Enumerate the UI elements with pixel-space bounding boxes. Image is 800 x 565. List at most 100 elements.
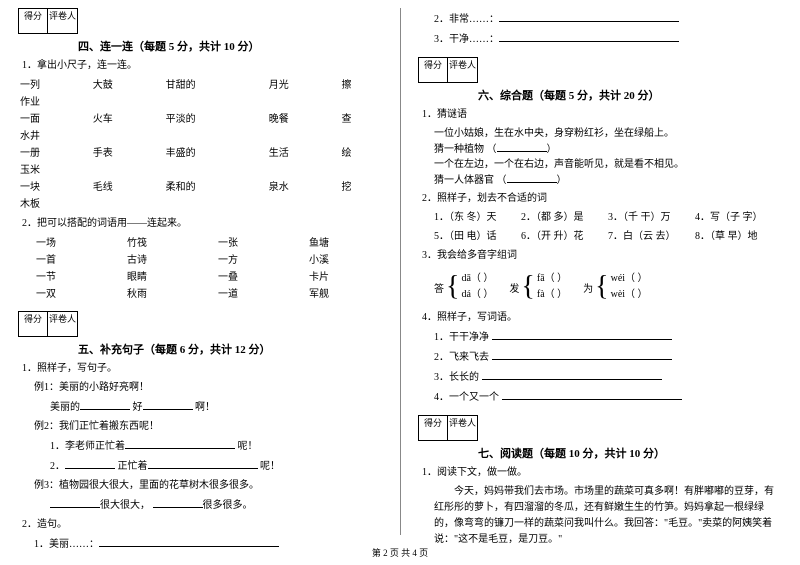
text: 2．飞来飞去	[434, 352, 492, 363]
blank[interactable]	[125, 438, 235, 449]
brace-item: wéi（ ）	[611, 271, 648, 287]
grid-cell	[267, 196, 340, 213]
blank[interactable]	[65, 458, 115, 469]
grid-cell: 大鼓	[91, 77, 164, 94]
text: 3．干净……：	[434, 34, 499, 45]
sec5-ex2-line2: 2． 正忙着 呢！	[50, 458, 382, 475]
text: 美丽的	[50, 402, 80, 413]
blank[interactable]	[497, 141, 547, 152]
blank[interactable]	[148, 458, 258, 469]
sec7-passage: 今天，妈妈带我们去市场。市场里的蔬菜可真多啊！有胖嘟嘟的豆芽，有红彤彤的萝卜，有…	[434, 484, 782, 548]
grid-cell: 柔和的	[164, 179, 267, 196]
q4-item: 1．干干净净	[434, 329, 782, 346]
sec6-title: 六、综合题（每题 5 分，共计 20 分）	[478, 87, 782, 103]
sec7-title: 七、阅读题（每题 10 分，共计 10 分）	[478, 445, 782, 461]
grid-cell	[164, 94, 267, 111]
grid-cell	[267, 128, 340, 145]
brace-item: fā（ ）	[537, 271, 567, 287]
riddle-line: 猜一种植物	[434, 144, 484, 155]
grid-cell: 一叠	[216, 269, 307, 286]
grid-cell: 鱼塘	[307, 235, 398, 252]
sec6-q2-row1: 1．（东 冬）天 2．（都 多）是 3．（千 干）万 4．写（子 字）	[434, 210, 782, 226]
text: 1．李老师正忙着	[50, 441, 125, 452]
sec6-q2-row2: 5．（田 电）话 6．（开 升）花 7．白（云 去） 8．（草 早）地	[434, 229, 782, 245]
blank[interactable]	[492, 329, 672, 340]
grid-cell	[340, 196, 382, 213]
score-box-sec7: 得分 评卷人	[418, 415, 782, 441]
text: 啊！	[195, 402, 215, 413]
blank[interactable]	[153, 497, 203, 508]
grid-cell: 甘甜的	[164, 77, 267, 94]
blank[interactable]	[499, 31, 679, 42]
reviewer-label: 评卷人	[48, 8, 78, 34]
text: 1．干干净净	[434, 332, 492, 343]
blank[interactable]	[50, 497, 100, 508]
grid-cell: 一面	[18, 111, 91, 128]
blank[interactable]	[80, 399, 130, 410]
opt: 8．（草 早）地	[695, 229, 782, 245]
sec5-q1: 1．照样子，写句子。	[22, 361, 382, 377]
grid-cell	[91, 196, 164, 213]
grid-cell: 一节	[34, 269, 125, 286]
opt: 3．（千 干）万	[608, 210, 695, 226]
sec5-ex2: 例2：我们正忙着搬东西呢！	[34, 419, 382, 435]
top-item-2: 2．非常……：	[434, 11, 782, 28]
sec4-q1-intro: 1．拿出小尺子，连一连。	[22, 58, 382, 74]
opt: 7．白（云 去）	[608, 229, 695, 245]
q4-item: 4．一个又一个	[434, 389, 782, 406]
grid-cell	[164, 196, 267, 213]
score-box-sec6: 得分 评卷人	[418, 57, 782, 83]
q4-item: 3．长长的	[434, 369, 782, 386]
grid-cell: 秋雨	[125, 286, 216, 303]
sec5-ex2-line1: 1．李老师正忙着 呢！	[50, 438, 382, 455]
brace-group: 为{wéi（ ）wèi（ ）	[583, 271, 647, 303]
text: 2．	[50, 461, 65, 472]
sec4-q2-intro: 2．把可以搭配的词语用——连起来。	[22, 216, 382, 232]
blank[interactable]	[143, 399, 193, 410]
reviewer-label: 评卷人	[448, 415, 478, 441]
text: 3．长长的	[434, 372, 482, 383]
brace-group: 发{fā（ ）fà（ ）	[509, 271, 567, 303]
sec6-q3: 3．我会给多音字组词	[422, 248, 782, 264]
score-box-sec5: 得分 评卷人	[18, 311, 382, 337]
blank[interactable]	[492, 349, 672, 360]
grid-cell	[164, 162, 267, 179]
brace-char: 答	[434, 280, 444, 295]
top-item-3: 3．干净……：	[434, 31, 782, 48]
grid-cell: 月光	[267, 77, 340, 94]
brace-char: 为	[583, 280, 593, 295]
sec5-ex3: 例3：植物园很大很大，里面的花草树木很多很多。	[34, 478, 382, 494]
blank[interactable]	[507, 172, 557, 183]
sec6-riddles: 一位小姑娘，生在水中央，身穿粉红衫，坐在绿船上。 猜一种植物 （） 一个在左边，…	[434, 126, 782, 188]
blank[interactable]	[482, 369, 662, 380]
text: 很多很多。	[203, 500, 253, 511]
grid-cell: 一方	[216, 252, 307, 269]
grid-cell: 古诗	[125, 252, 216, 269]
blank[interactable]	[499, 11, 679, 22]
brace-item: fà（ ）	[537, 287, 567, 303]
sec5-ex1: 例1：美丽的小路好亮啊！	[34, 380, 382, 396]
grid-cell: 军舰	[307, 286, 398, 303]
grid-cell: 一列	[18, 77, 91, 94]
grid-cell: 丰盛的	[164, 145, 267, 162]
riddle-line: 猜一人体器官	[434, 175, 494, 186]
opt: 6．（开 升）花	[521, 229, 608, 245]
grid-cell: 火车	[91, 111, 164, 128]
grid-cell: 挖	[340, 179, 382, 196]
score-label: 得分	[18, 8, 48, 34]
reviewer-label: 评卷人	[48, 311, 78, 337]
brace-item: dá（ ）	[461, 287, 493, 303]
grid-cell: 玉米	[18, 162, 91, 179]
score-label: 得分	[18, 311, 48, 337]
grid-cell	[340, 128, 382, 145]
grid-cell: 一块	[18, 179, 91, 196]
grid-cell: 一场	[34, 235, 125, 252]
grid-cell: 眼睛	[125, 269, 216, 286]
sec5-ex1-fill: 美丽的 好 啊！	[50, 399, 382, 416]
grid-cell: 手表	[91, 145, 164, 162]
text: 呢！	[238, 441, 258, 452]
blank[interactable]	[502, 389, 682, 400]
grid-cell: 卡片	[307, 269, 398, 286]
sec6-q2: 2．照样子，划去不合适的词	[422, 191, 782, 207]
brace-item: wèi（ ）	[611, 287, 648, 303]
